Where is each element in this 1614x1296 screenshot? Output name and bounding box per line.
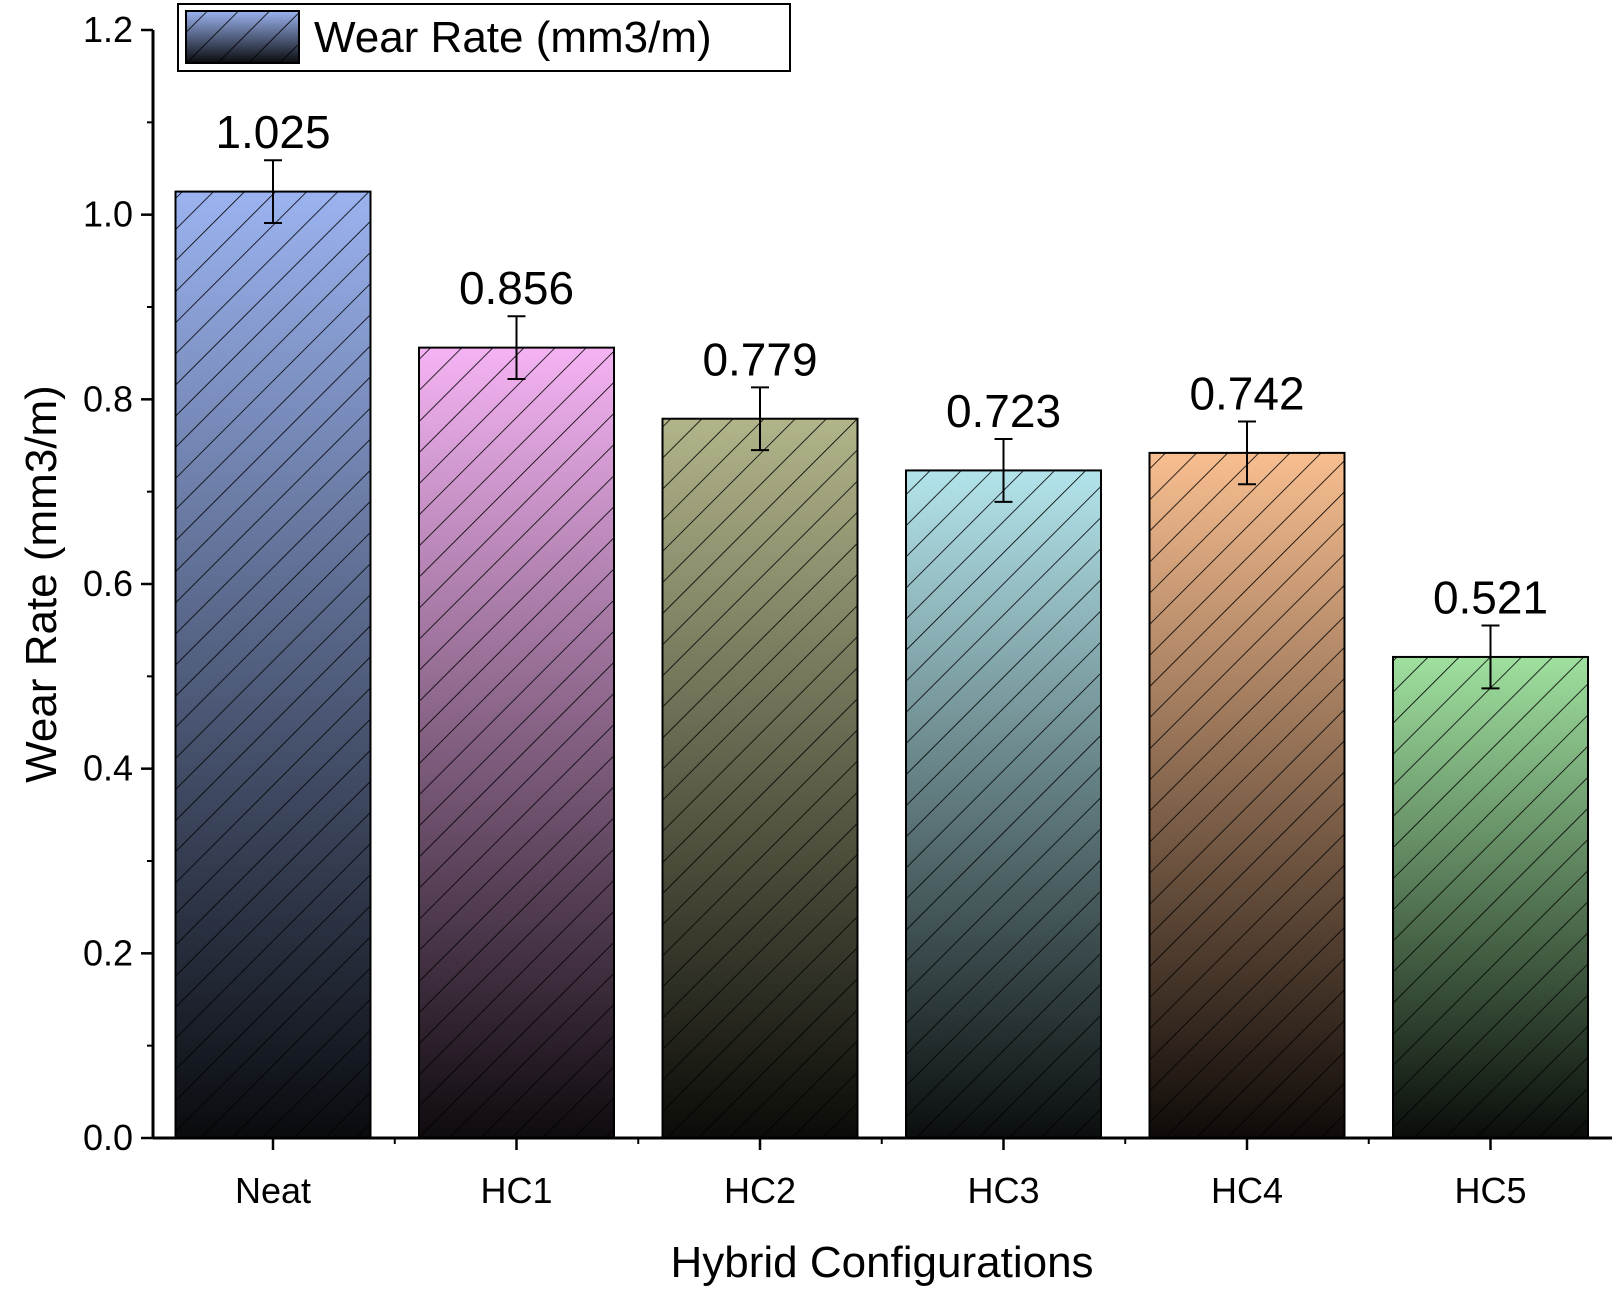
data-label-hc4: 0.742 <box>1189 367 1304 419</box>
y-tick-label: 0.4 <box>83 748 133 789</box>
y-tick-label: 0.2 <box>83 932 133 973</box>
bar-hatch-neat <box>174 190 372 1140</box>
legend-label: Wear Rate (mm3/m) <box>314 13 712 62</box>
error-bar-neat <box>264 159 282 224</box>
y-tick-label: 0.8 <box>83 378 133 419</box>
x-tick-label-hc3: HC3 <box>967 1170 1039 1211</box>
x-tick-label-hc2: HC2 <box>724 1170 796 1211</box>
x-tick-label-neat: Neat <box>235 1170 311 1211</box>
error-bar-hc4 <box>1238 420 1256 486</box>
error-bar-hc2 <box>751 386 769 452</box>
y-tick-label: 0.0 <box>83 1117 133 1158</box>
error-bar-hc5 <box>1481 624 1500 690</box>
bars-layer <box>174 159 1589 1140</box>
bar-hatch-hc2 <box>661 417 859 1139</box>
data-label-hc1: 0.856 <box>459 262 574 314</box>
labels-layer: 1.025 Neat 0.856 HC1 0.779 HC2 0.723 HC3 0.742 HC… <box>83 9 1548 1211</box>
ticks-layer <box>141 28 1492 1150</box>
bar-hatch-hc1 <box>418 346 615 1140</box>
bar-hatch-hc3 <box>905 469 1102 1139</box>
y-tick-label: 1.2 <box>83 9 133 50</box>
error-bar-hc3 <box>994 438 1013 503</box>
legend-swatch-hatch <box>185 10 300 64</box>
data-label-hc3: 0.723 <box>946 385 1061 437</box>
bar-hatch-hc5 <box>1392 655 1589 1140</box>
data-label-hc5: 0.521 <box>1433 572 1548 624</box>
legend: Wear Rate (mm3/m) <box>177 3 791 72</box>
x-tick-label-hc4: HC4 <box>1211 1170 1283 1211</box>
x-axis-title: Hybrid Configurations <box>670 1238 1093 1287</box>
y-axis-title: Wear Rate (mm3/m) <box>17 385 66 783</box>
bar-hatch-hc4 <box>1148 451 1346 1139</box>
error-bar-hc1 <box>507 315 526 381</box>
data-label-neat: 1.025 <box>215 106 330 158</box>
y-tick-label: 0.6 <box>83 563 133 604</box>
y-tick-label: 1.0 <box>83 194 133 235</box>
x-tick-label-hc5: HC5 <box>1454 1170 1526 1211</box>
x-tick-label-hc1: HC1 <box>480 1170 552 1211</box>
data-label-hc2: 0.779 <box>702 333 817 385</box>
